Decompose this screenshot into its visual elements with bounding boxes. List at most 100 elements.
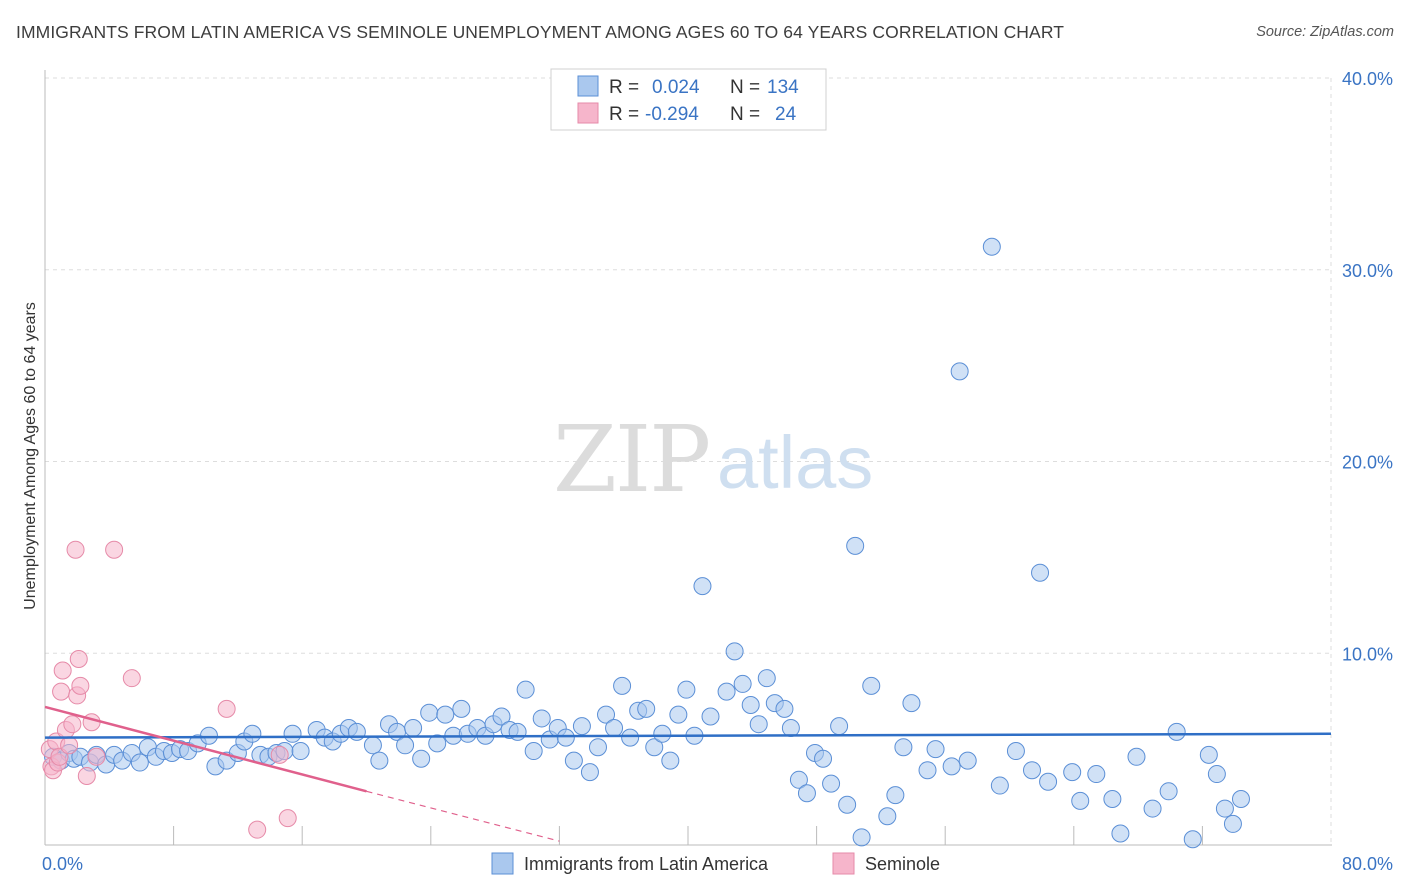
y-tick-label-2: 30.0% xyxy=(1342,261,1393,281)
immigrants-point-89 xyxy=(789,770,808,789)
stats-r-value-blue: 0.024 xyxy=(652,77,700,98)
trendline-seminole-extension xyxy=(366,790,560,842)
immigrants-point-101 xyxy=(894,738,913,757)
tick-labels: 10.0% 20.0% 30.0% 40.0% 0.0% 80.0% xyxy=(42,69,1393,874)
immigrants-point-53 xyxy=(492,707,511,726)
immigrants-point-29 xyxy=(283,724,302,743)
legend: Immigrants from Latin America Seminole xyxy=(491,852,940,875)
immigrants-point-79 xyxy=(701,707,720,726)
seminole-point-19 xyxy=(122,669,141,688)
immigrants-point-65 xyxy=(588,738,607,757)
immigrants-point-100 xyxy=(886,786,905,805)
immigrants-point-43 xyxy=(412,749,431,768)
immigrants-point-97 xyxy=(852,828,871,847)
immigrants-point-98 xyxy=(862,676,881,695)
immigrants-point-48 xyxy=(452,699,471,718)
immigrants-point-87 xyxy=(775,699,794,718)
immigrants-point-42 xyxy=(404,719,423,738)
immigrants-point-68 xyxy=(613,676,632,695)
immigrants-point-118 xyxy=(1111,824,1130,843)
immigrants-point-111 xyxy=(1023,761,1042,780)
immigrants-point-113 xyxy=(1039,772,1058,791)
immigrants-point-94 xyxy=(830,717,849,736)
immigrants-point-64 xyxy=(580,763,599,782)
immigrants-point-121 xyxy=(1159,782,1178,801)
immigrants-point-61 xyxy=(556,728,575,747)
immigrants-point-92 xyxy=(814,749,833,768)
stats-swatch-pink xyxy=(577,102,599,124)
immigrants-point-112 xyxy=(1031,563,1050,582)
immigrants-point-107 xyxy=(958,751,977,770)
y-tick-label-3: 40.0% xyxy=(1342,69,1393,89)
stats-r-value-pink: -0.294 xyxy=(645,104,699,125)
immigrants-point-38 xyxy=(370,751,389,770)
immigrants-point-72 xyxy=(645,738,664,757)
immigrants-point-90 xyxy=(797,784,816,803)
seminole-point-21 xyxy=(248,820,267,839)
immigrants-point-125 xyxy=(1207,765,1226,784)
watermark-zip: ZIP xyxy=(553,406,709,513)
immigrants-point-115 xyxy=(1071,791,1090,810)
seminole-point-15 xyxy=(77,766,96,785)
immigrants-point-93 xyxy=(822,774,841,793)
immigrants-point-78 xyxy=(693,577,712,596)
immigrants-point-41 xyxy=(396,736,415,755)
immigrants-point-128 xyxy=(1231,789,1250,808)
immigrants-point-82 xyxy=(733,674,752,693)
immigrants-point-76 xyxy=(677,680,696,699)
stats-r-label-pink: R = xyxy=(609,104,639,125)
immigrants-point-114 xyxy=(1063,763,1082,782)
immigrants-point-55 xyxy=(508,722,527,741)
immigrants-point-58 xyxy=(532,709,551,728)
legend-label-immigrants: Immigrants from Latin America xyxy=(524,854,769,874)
immigrants-point-122 xyxy=(1167,722,1186,741)
immigrants-point-84 xyxy=(749,715,768,734)
trendline-seminole xyxy=(44,705,367,793)
immigrants-point-83 xyxy=(741,696,760,715)
immigrants-point-120 xyxy=(1143,799,1162,818)
seminole-point-14 xyxy=(71,676,90,695)
immigrants-point-73 xyxy=(653,724,672,743)
x-tick-label-0: 0.0% xyxy=(42,854,83,874)
immigrants-point-74 xyxy=(661,751,680,770)
legend-swatch-seminole xyxy=(832,852,855,875)
seminole-point-11 xyxy=(66,540,85,559)
immigrants-point-45 xyxy=(428,734,447,753)
immigrants-point-24 xyxy=(243,724,262,743)
immigrants-point-69 xyxy=(621,728,640,747)
immigrants-point-62 xyxy=(564,751,583,770)
seminole-point-23 xyxy=(278,809,297,828)
seminole-point-22 xyxy=(270,745,289,764)
legend-swatch-immigrants xyxy=(491,852,514,875)
x-tick-label-1: 80.0% xyxy=(1342,854,1393,874)
immigrants-point-127 xyxy=(1223,814,1242,833)
immigrants-point-119 xyxy=(1127,747,1146,766)
immigrants-point-46 xyxy=(436,705,455,724)
legend-label-seminole: Seminole xyxy=(865,854,940,874)
immigrants-point-81 xyxy=(725,642,744,661)
y-tick-label-1: 20.0% xyxy=(1342,453,1393,473)
immigrants-point-103 xyxy=(918,761,937,780)
immigrants-point-106 xyxy=(950,362,969,381)
immigrants-point-37 xyxy=(363,736,382,755)
y-axis-label: Unemployment Among Ages 60 to 64 years xyxy=(22,302,39,610)
immigrants-point-44 xyxy=(420,703,439,722)
immigrants-point-95 xyxy=(838,795,857,814)
stats-n-label-pink: N = xyxy=(730,104,760,125)
immigrants-point-124 xyxy=(1199,745,1218,764)
immigrants-point-117 xyxy=(1103,789,1122,808)
stats-n-label-blue: N = xyxy=(730,77,760,98)
immigrants-point-11 xyxy=(130,753,149,772)
immigrants-point-56 xyxy=(516,680,535,699)
stats-n-value-pink: 24 xyxy=(775,104,797,125)
immigrants-point-88 xyxy=(781,719,800,738)
immigrants-point-105 xyxy=(942,757,961,776)
seminole-point-5 xyxy=(50,747,69,766)
chart-title: IMMIGRANTS FROM LATIN AMERICA VS SEMINOL… xyxy=(16,22,1065,42)
immigrants-point-85 xyxy=(757,669,776,688)
axes xyxy=(44,70,1332,846)
immigrants-point-67 xyxy=(605,719,624,738)
immigrants-point-109 xyxy=(990,776,1009,795)
immigrants-point-102 xyxy=(902,694,921,713)
